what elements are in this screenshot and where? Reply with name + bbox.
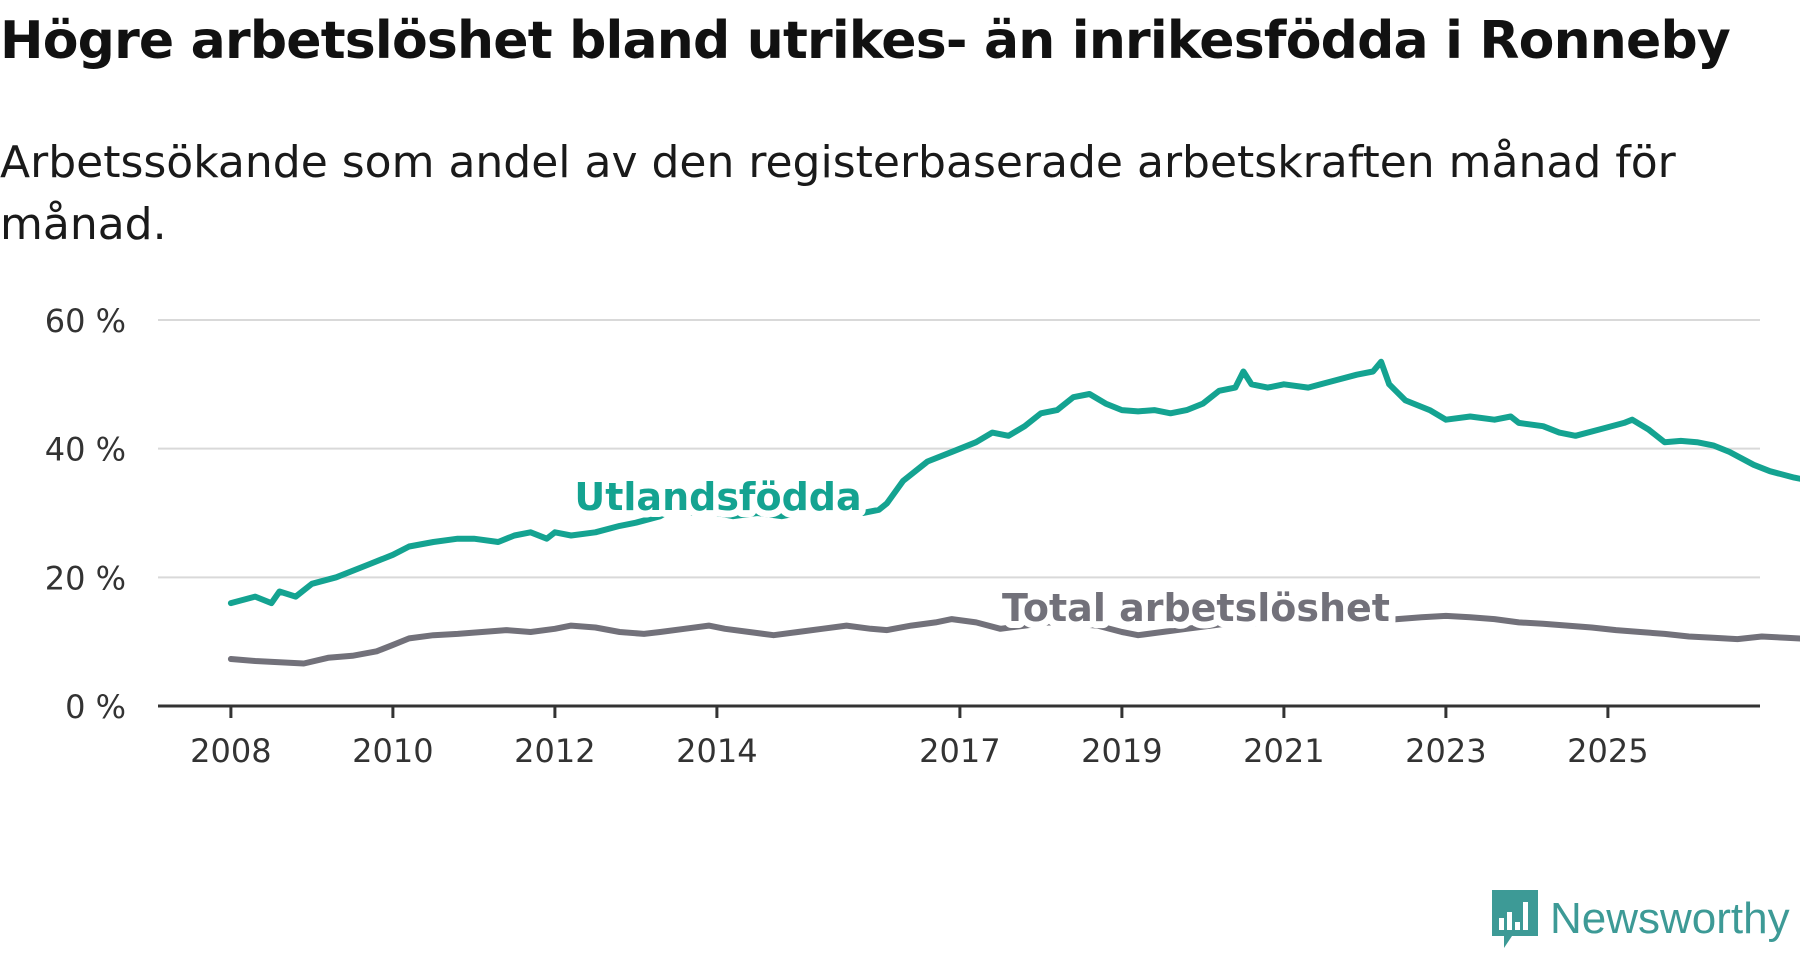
x-tick-label: 2008	[190, 732, 271, 770]
x-tick-label: 2019	[1081, 732, 1162, 770]
x-tick-label: 2012	[514, 732, 595, 770]
x-tick-label: 2025	[1567, 732, 1648, 770]
series-name-label-utlandsfodda: Utlandsfödda	[574, 475, 861, 519]
x-axis: 2008 2010 2012 2014 2017 2019 2021 2023 2025	[158, 704, 1760, 770]
chart-title: Högre arbetslöshet bland utrikes- än inr…	[0, 11, 1731, 71]
series-lines	[227, 358, 1800, 667]
y-tick-label: 60 %	[45, 302, 126, 340]
x-tick-label: 2023	[1405, 732, 1486, 770]
y-tick-label: 20 %	[45, 559, 126, 597]
newsworthy-logo-icon	[1492, 890, 1538, 948]
chart-subtitle: Arbetssökande som andel av den registerb…	[0, 137, 1676, 250]
newsworthy-logo-text: Newsworthy	[1550, 894, 1790, 943]
y-axis-tick-labels: 0 % 20 % 40 % 60 %	[45, 302, 126, 726]
x-tick-label: 2017	[919, 732, 1000, 770]
y-tick-label: 40 %	[45, 431, 126, 469]
series-name-label-total-arbetsloshet: Total arbetslöshet	[1002, 586, 1390, 630]
x-tick-label: 2014	[676, 732, 757, 770]
x-tick-label: 2021	[1243, 732, 1324, 770]
x-tick-label: 2010	[352, 732, 433, 770]
y-tick-label: 0 %	[65, 688, 126, 726]
series-line-total-arbetsloshet	[227, 612, 1800, 667]
series-line-utlandsfodda	[227, 358, 1800, 607]
line-chart: 0 % 20 % 40 % 60 % 2008 2010 2012 2014 2017 2019…	[45, 302, 1800, 770]
newsworthy-logo: Newsworthy	[1490, 884, 1790, 954]
